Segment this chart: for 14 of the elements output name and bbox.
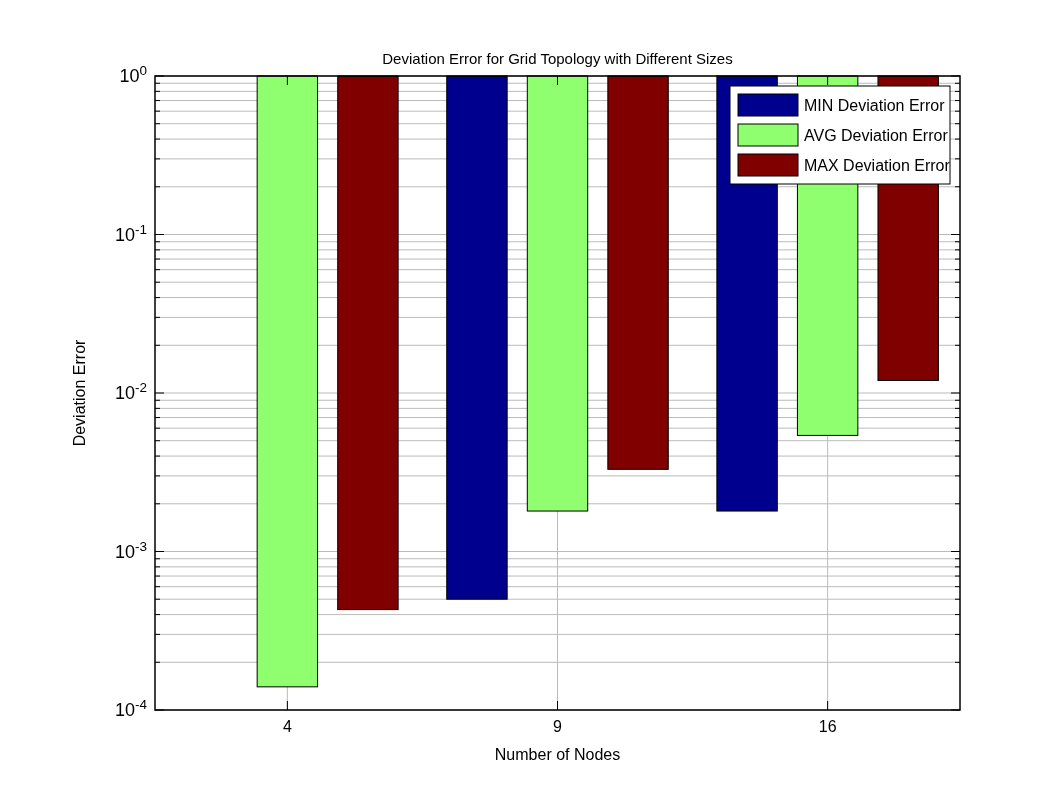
y-tick-label: 10$^{0}$ <box>119 62 147 86</box>
x-axis-title: Number of Nodes <box>494 746 621 763</box>
chart-title: Deviation Error for Grid Topology with Different Sizes <box>382 50 733 67</box>
legend-label: MIN Deviation Error <box>804 97 946 114</box>
x-tick-label: 16 <box>818 718 837 735</box>
y-axis-title: Deviation Error <box>71 338 88 447</box>
y-tick-label: 10$^{-1}$ <box>114 221 147 245</box>
legend-label: MAX Deviation Error <box>804 157 951 174</box>
legend-label: AVG Deviation Error <box>804 127 949 144</box>
x-tick-label: 4 <box>282 718 292 735</box>
x-tick-label: 9 <box>553 718 563 735</box>
y-tick-label: 10$^{-2}$ <box>114 379 147 403</box>
y-tick-label: 10$^{-3}$ <box>114 538 147 562</box>
y-tick-label: 10$^{-4}$ <box>114 696 148 720</box>
